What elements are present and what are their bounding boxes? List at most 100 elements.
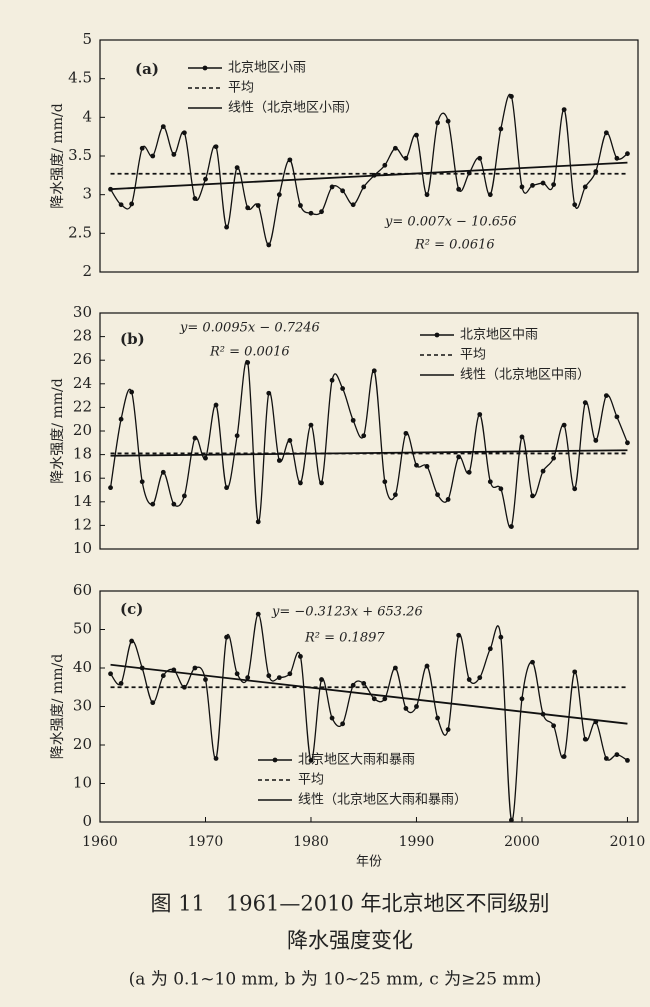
y-tick-label: 5 xyxy=(82,30,92,48)
data-point xyxy=(255,203,261,208)
series-line xyxy=(110,93,628,246)
legend-label: 平均 xyxy=(228,81,254,96)
data-point xyxy=(255,611,261,617)
data-point xyxy=(614,752,620,758)
equation: y= 0.007x − 10.656 xyxy=(384,215,517,230)
data-point xyxy=(118,681,124,686)
x-tick-label: 1980 xyxy=(293,834,329,850)
x-tick-label: 2010 xyxy=(610,834,646,850)
data-point xyxy=(392,665,398,671)
data-point xyxy=(181,493,187,499)
data-point xyxy=(266,242,272,248)
data-point xyxy=(561,422,567,428)
data-point xyxy=(403,430,409,436)
data-point xyxy=(582,736,588,742)
y-tick-label: 14 xyxy=(73,492,92,510)
equation: R² = 0.0016 xyxy=(209,345,290,360)
data-point xyxy=(625,151,630,157)
data-point xyxy=(466,469,472,475)
data-point xyxy=(487,192,493,198)
x-tick-label: 1990 xyxy=(399,834,435,850)
y-tick-label: 28 xyxy=(73,327,92,345)
y-tick-label: 16 xyxy=(73,468,92,486)
data-point xyxy=(361,184,367,190)
data-point xyxy=(160,469,166,475)
y-tick-label: 26 xyxy=(73,350,92,368)
data-point xyxy=(287,671,293,677)
legend-marker xyxy=(202,65,208,71)
data-point xyxy=(160,673,166,679)
series-line xyxy=(110,449,628,457)
legend-label: 线性（北京地区小雨） xyxy=(228,101,358,116)
y-tick-label: 30 xyxy=(73,303,92,321)
data-point xyxy=(298,654,303,659)
x-tick-label: 2000 xyxy=(504,834,540,850)
data-point xyxy=(414,132,419,138)
data-point xyxy=(350,202,356,208)
data-point xyxy=(203,677,208,682)
data-point xyxy=(509,817,514,823)
data-point xyxy=(603,756,609,761)
data-point xyxy=(530,659,535,665)
data-point xyxy=(509,94,514,99)
data-point xyxy=(371,368,377,374)
data-point xyxy=(108,671,113,677)
y-tick-label: 18 xyxy=(73,445,92,463)
data-point xyxy=(435,492,440,498)
data-point xyxy=(582,400,588,406)
data-point xyxy=(498,486,504,492)
data-point xyxy=(276,458,282,463)
data-point xyxy=(234,165,240,171)
data-point xyxy=(118,416,124,422)
data-point xyxy=(466,677,472,682)
data-point xyxy=(234,433,240,439)
data-point xyxy=(572,486,578,492)
y-tick-label: 20 xyxy=(73,421,92,439)
data-point xyxy=(203,176,208,182)
data-point xyxy=(498,634,504,640)
y-axis-label: 降水强度/ mm/d xyxy=(50,103,66,208)
data-point xyxy=(593,438,599,443)
data-point xyxy=(308,758,314,763)
data-point xyxy=(234,671,240,677)
data-point xyxy=(108,186,113,192)
data-point xyxy=(224,485,229,491)
y-tick-label: 30 xyxy=(73,697,92,715)
data-point xyxy=(340,721,346,727)
data-point xyxy=(160,124,166,130)
data-point xyxy=(276,192,282,198)
y-tick-label: 10 xyxy=(73,774,92,792)
series-line xyxy=(110,161,628,191)
data-point xyxy=(392,492,398,498)
legend-label: 北京地区中雨 xyxy=(460,328,538,343)
panel-label: (c) xyxy=(120,600,143,618)
data-point xyxy=(487,479,493,485)
data-point xyxy=(487,646,493,652)
y-tick-label: 4 xyxy=(82,107,92,125)
y-tick-label: 3 xyxy=(82,185,92,203)
y-tick-label: 60 xyxy=(73,581,92,599)
data-point xyxy=(139,479,145,485)
caption-title: 图 11 1961—2010 年北京地区不同级别 xyxy=(151,892,550,916)
data-point xyxy=(192,665,198,671)
caption-title: 降水强度变化 xyxy=(287,929,413,953)
data-point xyxy=(456,632,462,638)
data-point xyxy=(445,118,451,124)
data-point xyxy=(150,700,156,706)
data-point xyxy=(213,402,219,408)
data-point xyxy=(287,438,293,443)
x-tick-label: 1970 xyxy=(188,834,224,850)
data-point xyxy=(361,433,367,439)
data-point xyxy=(603,393,609,398)
data-point xyxy=(424,464,430,469)
data-point xyxy=(340,188,346,194)
data-point xyxy=(329,377,335,383)
y-tick-label: 2.5 xyxy=(68,223,92,241)
y-tick-label: 4.5 xyxy=(68,69,92,87)
data-point xyxy=(287,157,293,163)
data-point xyxy=(329,715,335,721)
data-point xyxy=(340,386,346,391)
data-point xyxy=(224,634,229,640)
data-point xyxy=(192,196,198,201)
